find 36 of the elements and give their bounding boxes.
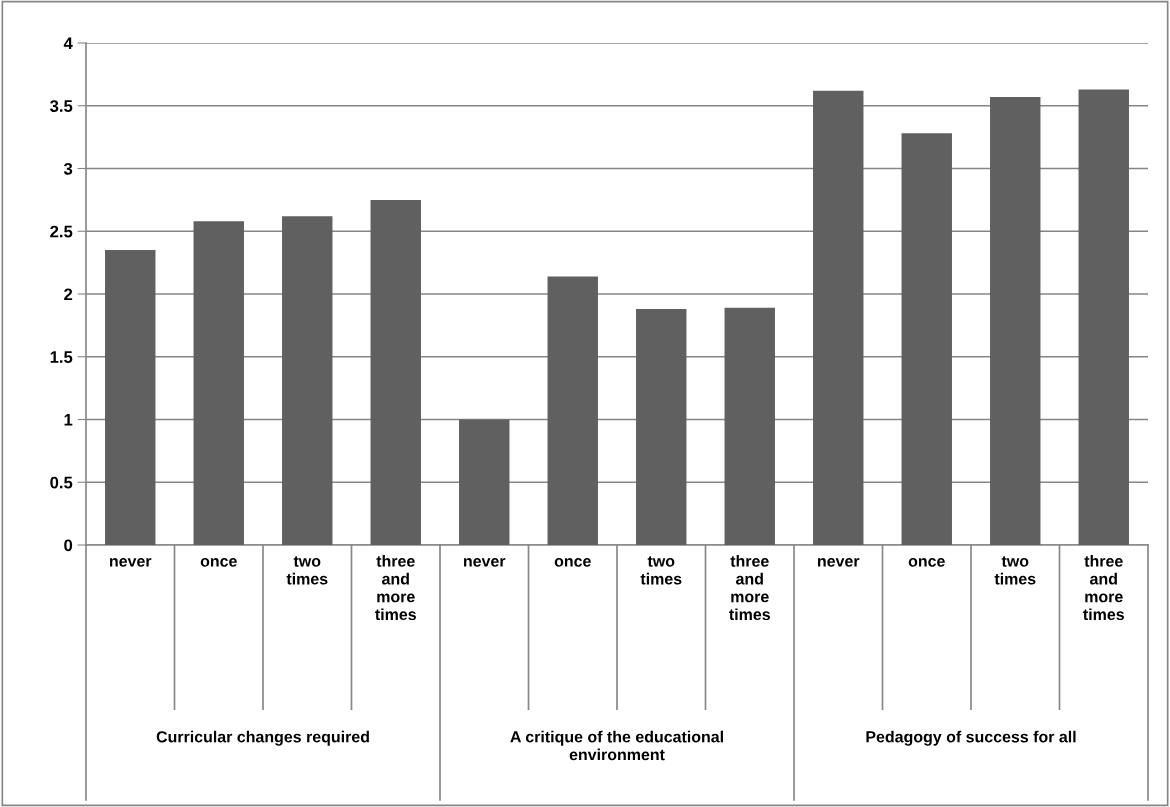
y-tick-label: 3 bbox=[63, 162, 73, 175]
y-tick-label: 1.5 bbox=[50, 351, 73, 363]
bar bbox=[990, 96, 1041, 545]
y-tick-label: 0 bbox=[64, 539, 73, 552]
x-tick-label: never bbox=[109, 558, 152, 567]
x-tick-label: never bbox=[817, 558, 860, 567]
x-tick-label: three and more times bbox=[375, 555, 416, 621]
y-tick-label: 4 bbox=[63, 37, 73, 50]
bar bbox=[1078, 89, 1129, 545]
y-tick-label: 2 bbox=[64, 288, 73, 301]
bar bbox=[370, 199, 421, 545]
x-tick-label: two times bbox=[640, 556, 682, 585]
text: A critique of the educational environment bbox=[510, 730, 723, 761]
bar bbox=[724, 307, 775, 545]
x-tick-label: once bbox=[908, 558, 945, 567]
x-tick-label: once bbox=[554, 558, 591, 567]
bar bbox=[636, 309, 687, 545]
y-tick-label: 2.5 bbox=[50, 225, 73, 238]
bar bbox=[459, 419, 510, 545]
x-tick-label: never bbox=[463, 558, 506, 567]
text: Pedagogy of success for all bbox=[866, 730, 1076, 746]
x-tick-label: two times bbox=[286, 556, 328, 585]
text: Curricular changes required bbox=[156, 730, 369, 746]
bar bbox=[282, 216, 333, 545]
bar bbox=[813, 90, 864, 545]
y-tick-label: 0.5 bbox=[50, 476, 73, 489]
x-tick-label: two times bbox=[994, 556, 1036, 585]
bar bbox=[547, 276, 598, 545]
x-tick-label: three and more times bbox=[729, 555, 770, 621]
x-tick-label: once bbox=[200, 558, 237, 567]
x-tick-label: three and more times bbox=[1083, 555, 1124, 621]
y-tick-label: 3.5 bbox=[50, 100, 73, 112]
bar bbox=[901, 133, 952, 545]
bar bbox=[105, 250, 156, 545]
bar bbox=[193, 221, 244, 545]
y-tick-label: 1 bbox=[64, 414, 73, 426]
